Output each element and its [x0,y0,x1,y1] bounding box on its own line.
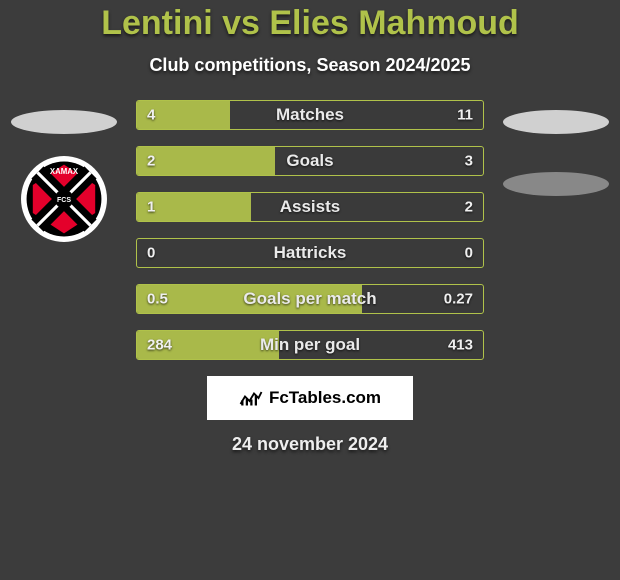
stat-row: 0.50.27Goals per match [136,284,484,314]
player-right-oval-1 [503,110,609,134]
stat-row: 411Matches [136,100,484,130]
stat-row: 23Goals [136,146,484,176]
stat-fill-left [137,285,362,313]
fctables-logo-icon [239,388,263,408]
date-line: 24 november 2024 [232,434,388,455]
stat-value-right: 0 [465,245,473,262]
player-right-oval-2 [503,172,609,196]
xamax-badge-icon: XAMAX FCS [25,160,103,238]
stat-value-left: 0 [147,245,155,262]
stat-value-right: 2 [465,199,473,216]
stat-row: 284413Min per goal [136,330,484,360]
stat-row: 0 0Hattricks [136,238,484,268]
stats-area: XAMAX FCS 411Matches 23Goals 12Assists 0 0Ha… [0,100,620,360]
stat-row: 12Assists [136,192,484,222]
stat-fill-left [137,147,275,175]
player-right-column [496,100,616,224]
stat-label: Hattricks [137,243,483,263]
team-badge-left: XAMAX FCS [21,156,107,242]
stat-fill-left [137,101,230,129]
svg-text:XAMAX: XAMAX [50,167,79,176]
stat-fill-left [137,193,251,221]
stat-value-right: 11 [457,107,473,124]
fctables-watermark: FcTables.com [207,376,413,420]
player-left-column: XAMAX FCS [4,100,124,242]
stat-value-right: 3 [465,153,473,170]
stat-value-right: 0.27 [444,291,473,308]
player-left-oval [11,110,117,134]
svg-text:FCS: FCS [57,197,71,204]
comparison-infographic: Lentini vs Elies Mahmoud Club competitio… [0,0,620,455]
stat-fill-left [137,331,279,359]
footer: FcTables.com 24 november 2024 [0,376,620,455]
fctables-label: FcTables.com [269,388,381,408]
page-title: Lentini vs Elies Mahmoud [0,4,620,43]
stat-value-right: 413 [448,337,473,354]
stat-bars: 411Matches 23Goals 12Assists 0 0Hattricks 0.5… [136,100,484,360]
subtitle: Club competitions, Season 2024/2025 [0,55,620,76]
